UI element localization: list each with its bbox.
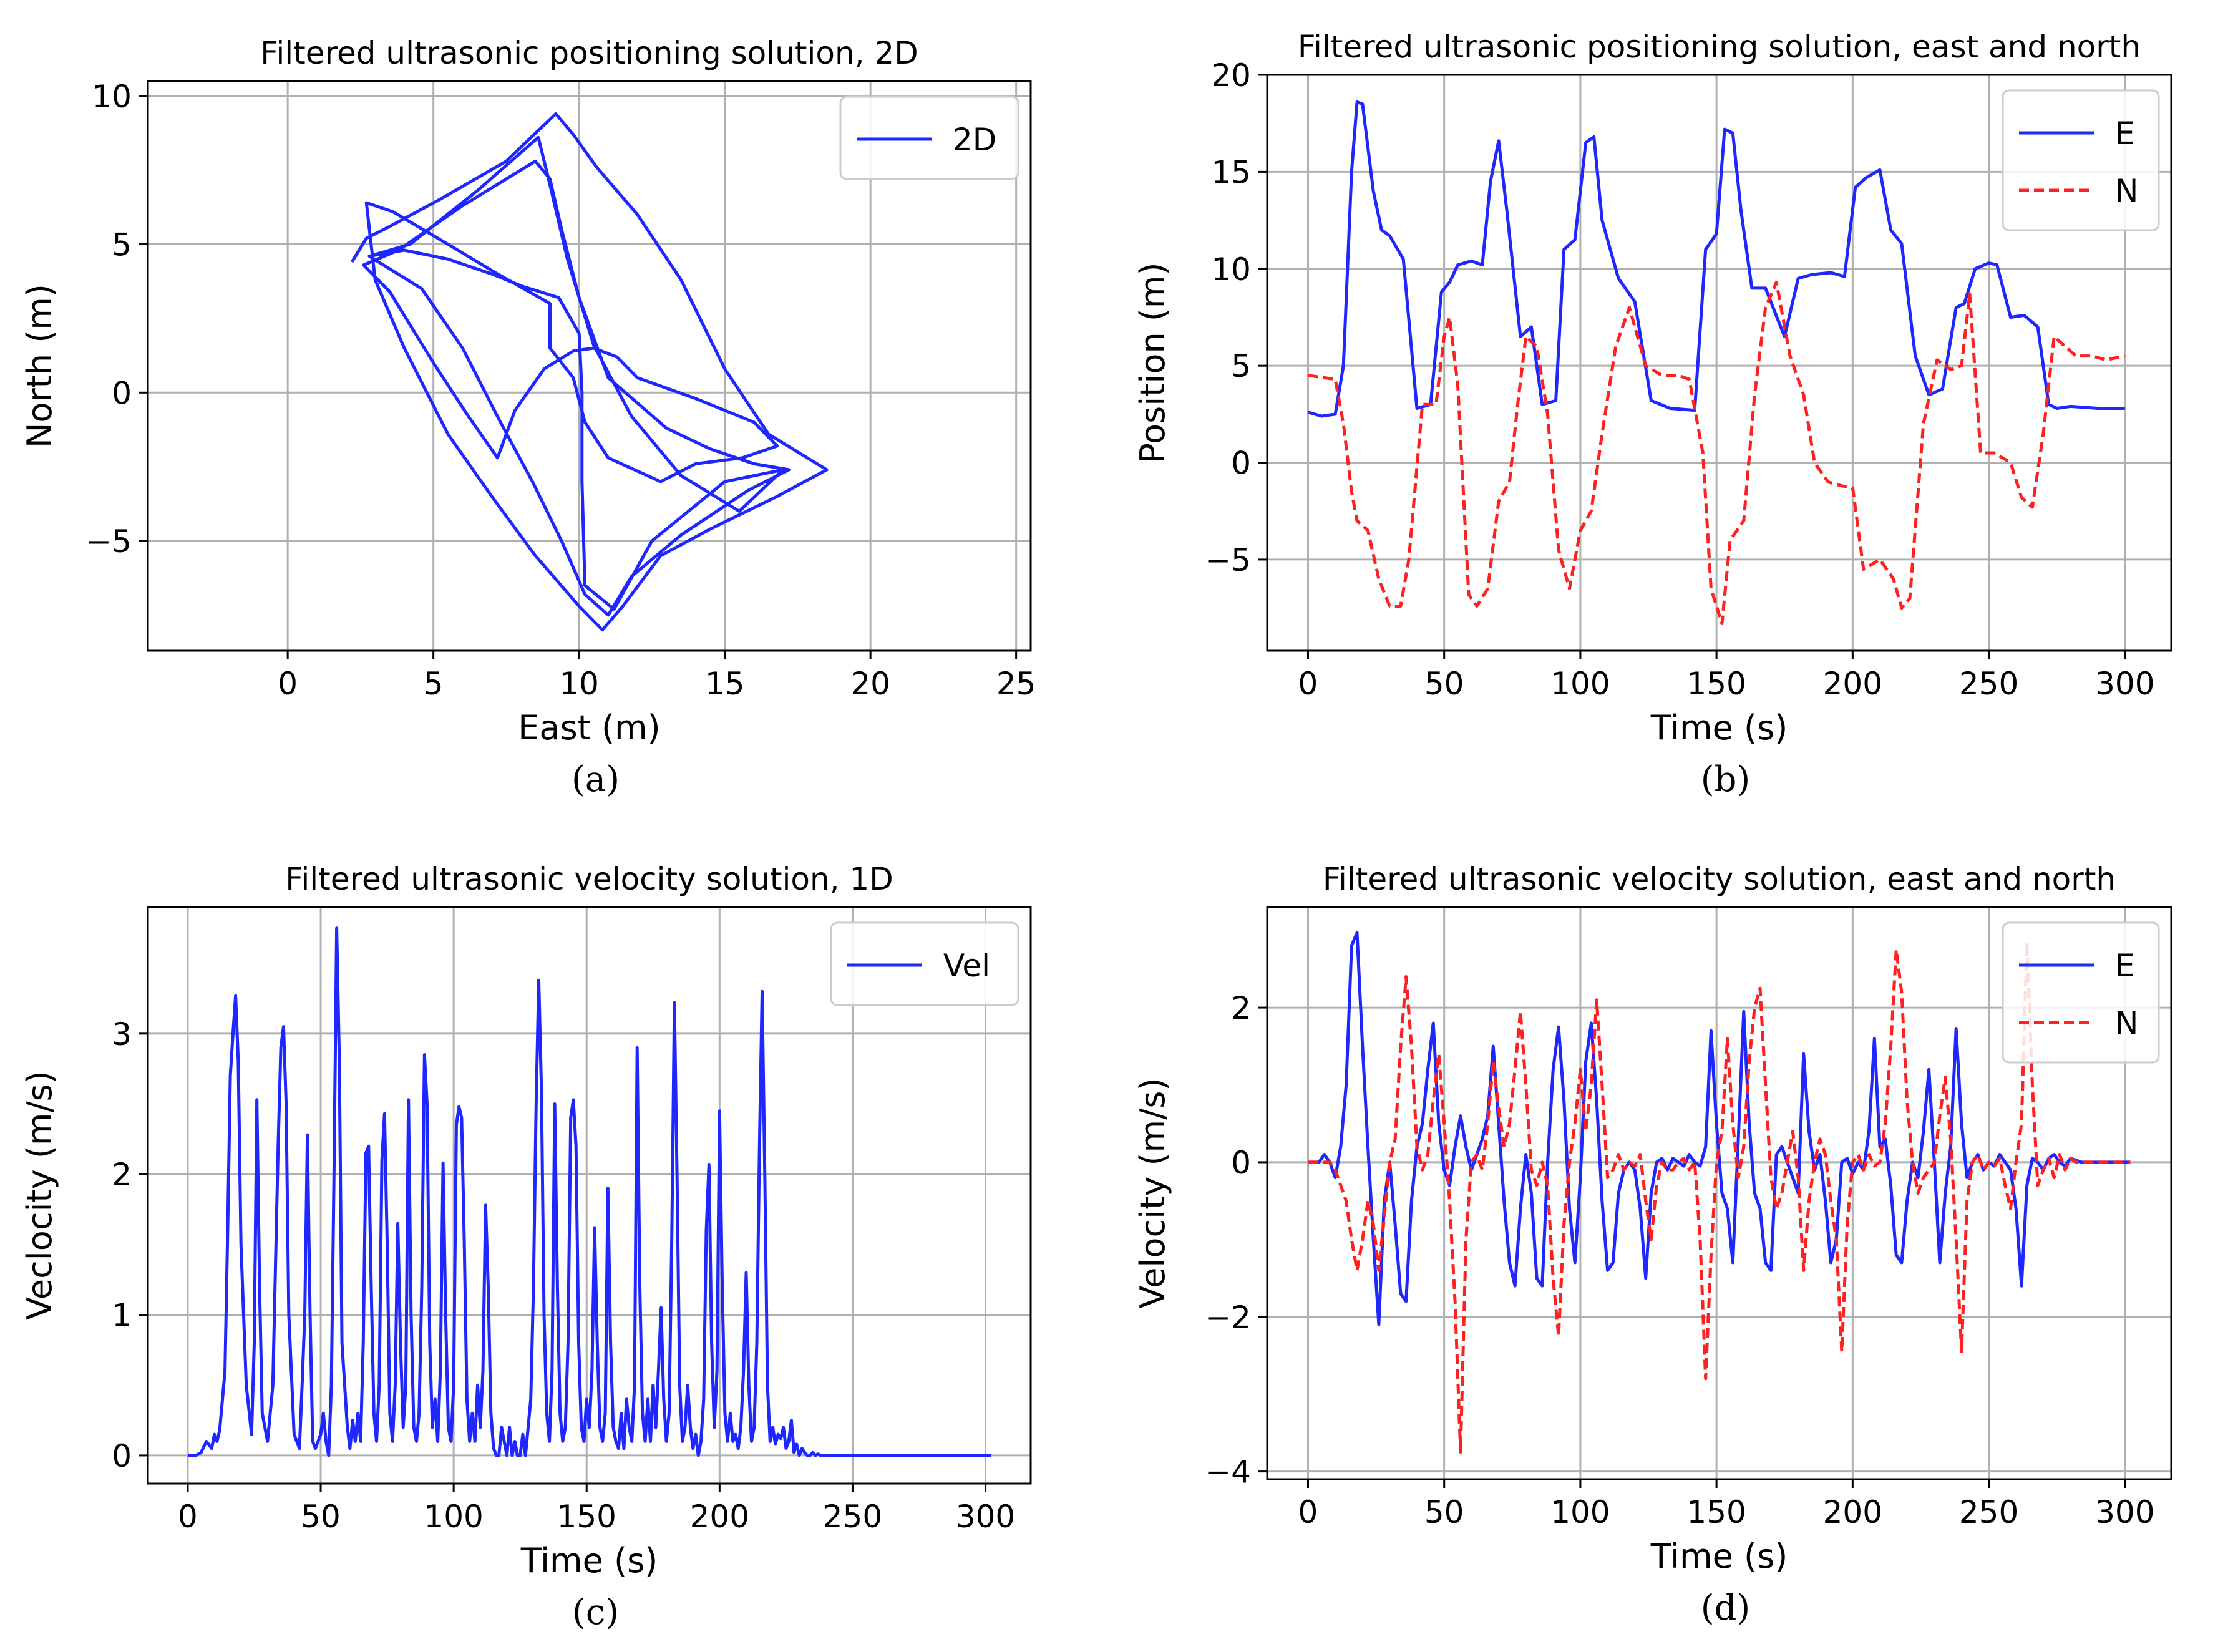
chart-title: Filtered ultrasonic positioning solution…	[1298, 29, 2141, 65]
x-axis-label: Time (s)	[1650, 1537, 1788, 1576]
x-axis-label: Time (s)	[520, 1541, 658, 1580]
y-tick-label: 5	[112, 227, 132, 263]
y-tick-label: 15	[1211, 154, 1251, 190]
y-tick-label: 0	[1231, 1145, 1251, 1181]
x-tick-label: 50	[1424, 1494, 1464, 1530]
y-tick-label: 3	[112, 1016, 132, 1052]
legend-label-vel: Vel	[943, 948, 990, 984]
legend-box	[830, 921, 1019, 1006]
x-tick-label: 100	[1550, 1494, 1610, 1530]
y-tick-label: 0	[112, 1438, 132, 1474]
x-tick-label: 250	[823, 1499, 882, 1535]
y-tick-label: 0	[1231, 445, 1251, 482]
y-tick-label: 10	[1211, 251, 1251, 288]
x-tick-label: 0	[1298, 666, 1318, 702]
panel-caption: (a)	[572, 759, 620, 800]
x-tick-label: 0	[1298, 1494, 1318, 1530]
x-tick-label: 5	[424, 666, 444, 702]
legend-box	[2002, 921, 2160, 1064]
y-tick-label: −4	[1205, 1454, 1251, 1490]
y-tick-label: 2	[112, 1157, 132, 1193]
x-tick-label: 200	[1823, 666, 1882, 702]
x-tick-label: 0	[178, 1499, 198, 1535]
x-tick-label: 150	[557, 1499, 616, 1535]
x-tick-label: 300	[956, 1499, 1015, 1535]
chart-title: Filtered ultrasonic velocity solution, 1…	[285, 861, 893, 897]
chart-title: Filtered ultrasonic velocity solution, e…	[1323, 861, 2116, 897]
y-tick-label: 1	[112, 1298, 132, 1334]
x-tick-label: 50	[301, 1499, 341, 1535]
series-line-vel	[187, 926, 991, 1457]
y-tick-label: 0	[112, 375, 132, 411]
legend-label-n: N	[2115, 173, 2138, 209]
x-tick-label: 300	[2095, 1494, 2154, 1530]
y-tick-label: 20	[1211, 57, 1251, 94]
legend-label-e: E	[2115, 948, 2135, 984]
axes-frame	[1266, 906, 2172, 1480]
x-tick-label: 25	[996, 666, 1036, 702]
y-axis-label: Veclocity (m/s)	[20, 1071, 59, 1320]
x-axis-label: Time (s)	[1650, 708, 1788, 747]
panel-caption: (b)	[1701, 759, 1751, 800]
x-tick-label: 50	[1424, 666, 1464, 702]
x-tick-label: 200	[1823, 1494, 1882, 1530]
panel-caption: (c)	[572, 1592, 619, 1633]
x-tick-label: 15	[705, 666, 745, 702]
x-tick-label: 250	[1959, 666, 2018, 702]
y-axis-label: Position (m)	[1133, 262, 1172, 463]
y-axis-label: North (m)	[20, 284, 59, 448]
y-tick-label: −2	[1205, 1300, 1251, 1336]
legend-label-e: E	[2115, 115, 2135, 152]
y-tick-label: 5	[1231, 348, 1251, 384]
x-axis-label: East (m)	[518, 708, 660, 747]
series-line-2d	[350, 112, 829, 632]
chart-title: Filtered ultrasonic positioning solution…	[260, 35, 918, 71]
legend-label-2d: 2D	[953, 122, 996, 158]
series-line-n	[1308, 281, 2126, 625]
axes-frame	[1266, 74, 2172, 652]
series-line-e	[1307, 100, 2125, 418]
series-line-n	[1308, 940, 2131, 1454]
x-tick-label: 0	[278, 666, 298, 702]
panel-caption: (d)	[1701, 1588, 1751, 1628]
y-tick-label: 2	[1231, 990, 1251, 1026]
x-tick-label: 150	[1686, 666, 1746, 702]
x-tick-label: 10	[559, 666, 599, 702]
x-tick-label: 150	[1686, 1494, 1746, 1530]
axes-frame	[147, 80, 1032, 652]
y-tick-label: 10	[92, 79, 132, 115]
x-tick-label: 100	[1550, 666, 1610, 702]
x-tick-label: 100	[424, 1499, 483, 1535]
x-tick-label: 300	[2095, 666, 2154, 702]
x-tick-label: 20	[850, 666, 890, 702]
x-tick-label: 250	[1959, 1494, 2018, 1530]
axes-frame	[147, 906, 1032, 1485]
x-tick-label: 200	[690, 1499, 749, 1535]
y-tick-label: −5	[85, 523, 132, 560]
legend-box	[2002, 89, 2160, 231]
y-axis-label: Velocity (m/s)	[1133, 1077, 1172, 1308]
y-tick-label: −5	[1205, 542, 1251, 578]
legend-label-n: N	[2115, 1005, 2138, 1041]
